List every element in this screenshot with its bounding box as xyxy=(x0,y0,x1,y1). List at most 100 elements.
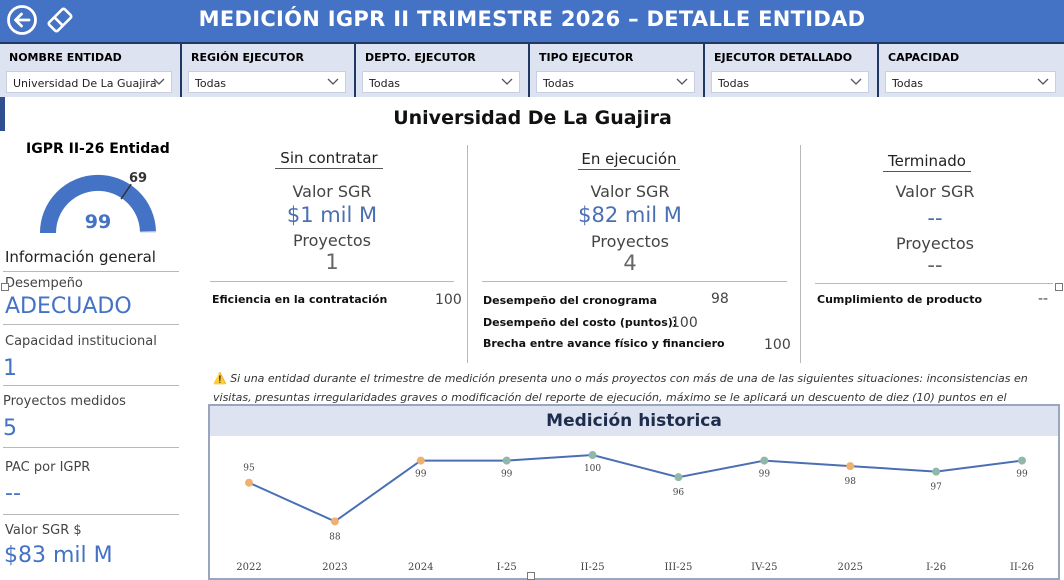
header-bar: MEDICIÓN IGPR II TRIMESTRE 2026 – DETALL… xyxy=(0,0,1064,42)
x-tick-label: 2025 xyxy=(837,562,862,573)
valor-sgr-label: Valor SGR xyxy=(895,182,975,201)
valor-sgr-label: Valor SGR $ xyxy=(5,523,82,538)
line-chart: 95 2022 88 2023 99 2024 99 I-25 100 II-25 96 III-25… xyxy=(236,451,1034,573)
data-point[interactable] xyxy=(846,462,855,471)
x-tick-label: IV-25 xyxy=(751,562,777,573)
cronograma-value: 98 xyxy=(711,291,729,307)
data-point[interactable] xyxy=(760,456,769,465)
data-point[interactable] xyxy=(588,451,597,460)
warning-icon: ⚠️ xyxy=(213,372,227,385)
divider xyxy=(3,324,179,325)
x-tick-label: II-25 xyxy=(581,562,605,573)
x-tick-label: II-26 xyxy=(1010,562,1034,573)
data-label: 99 xyxy=(415,470,427,480)
resize-handle xyxy=(1,283,9,291)
proyectos-value: -- xyxy=(927,253,943,277)
divider xyxy=(482,281,787,282)
valor-sgr-label: Valor SGR xyxy=(590,182,670,201)
data-point[interactable] xyxy=(245,478,253,487)
filter-ejecutor-detallado: EJECUTOR DETALLADO Todas xyxy=(705,44,879,97)
pac-value: -- xyxy=(5,481,21,506)
filter-dropdown[interactable]: Todas xyxy=(362,71,520,93)
chevron-down-icon xyxy=(850,78,862,85)
proyectos-value: 4 xyxy=(623,251,637,275)
eraser-icon[interactable] xyxy=(44,4,76,36)
data-point[interactable] xyxy=(330,517,339,526)
chevron-down-icon xyxy=(676,78,688,85)
data-label: 96 xyxy=(673,488,685,498)
filter-value: Todas xyxy=(369,77,401,90)
back-arrow-icon[interactable] xyxy=(6,4,38,36)
page-title: MEDICIÓN IGPR II TRIMESTRE 2026 – DETALL… xyxy=(198,7,866,31)
valor-sgr-label: Valor SGR xyxy=(292,182,372,201)
desempeno-value: ADECUADO xyxy=(5,294,132,319)
chevron-down-icon xyxy=(153,78,165,85)
filter-dropdown[interactable]: Todas xyxy=(536,71,695,93)
x-tick-label: III-25 xyxy=(664,562,692,573)
gauge-target-value: 69 xyxy=(129,171,148,186)
entity-title: Universidad De La Guajira xyxy=(393,107,672,129)
filter-dropdown[interactable]: Todas xyxy=(885,71,1056,93)
filter-dropdown[interactable]: Universidad De La Guajira xyxy=(6,71,172,93)
cronograma-label: Desempeño del cronograma xyxy=(483,294,658,307)
filter-label: NOMBRE ENTIDAD xyxy=(9,51,122,64)
chevron-down-icon xyxy=(1037,78,1049,85)
brecha-label: Brecha entre avance físico y financiero xyxy=(483,337,725,350)
filter-depto-ejecutor: DEPTO. EJECUTOR Todas xyxy=(356,44,530,97)
data-label: 99 xyxy=(759,470,771,480)
brecha-value: 100 xyxy=(764,337,791,353)
proyectos-label: Proyectos xyxy=(293,231,371,250)
resize-handle xyxy=(1055,283,1063,291)
column-divider xyxy=(800,145,801,363)
proyectos-label: Proyectos xyxy=(896,234,974,253)
filter-label: REGIÓN EJECUTOR xyxy=(191,51,304,64)
resize-handle xyxy=(527,572,535,580)
gauge-value: 99 xyxy=(84,211,112,233)
filter-nombre-entidad: NOMBRE ENTIDAD Universidad De La Guajira xyxy=(0,44,182,97)
filter-region-ejecutor: REGIÓN EJECUTOR Todas xyxy=(182,44,356,97)
chart-header: Medición historica xyxy=(210,406,1058,436)
notice-text: ⚠️ Si una entidad durante el trimestre d… xyxy=(213,369,1061,426)
pac-label: PAC por IGPR xyxy=(5,460,91,475)
divider xyxy=(3,271,179,272)
eficiencia-value: 100 xyxy=(435,292,462,308)
proyectos-value: 1 xyxy=(325,250,339,274)
filter-dropdown[interactable]: Todas xyxy=(188,71,346,93)
column-divider xyxy=(467,145,468,363)
x-tick-label: I-26 xyxy=(926,562,946,573)
filter-label: EJECUTOR DETALLADO xyxy=(714,51,853,64)
divider xyxy=(210,281,454,282)
column-header: Terminado xyxy=(883,152,971,172)
filter-label: CAPACIDAD xyxy=(888,51,960,64)
chevron-down-icon xyxy=(327,78,339,85)
filter-value: Todas xyxy=(195,77,227,90)
divider xyxy=(3,385,179,386)
data-label: 99 xyxy=(501,470,513,480)
valor-sgr-value: -- xyxy=(927,206,943,230)
filter-bar: NOMBRE ENTIDAD Universidad De La Guajira… xyxy=(0,42,1064,97)
cumplimiento-value: -- xyxy=(1038,291,1049,307)
info-general-title: Información general xyxy=(5,248,156,266)
eficiencia-label: Eficiencia en la contratación xyxy=(212,293,388,306)
filter-tipo-ejecutor: TIPO EJECUTOR Todas xyxy=(530,44,705,97)
data-point[interactable] xyxy=(416,456,425,465)
left-accent-bar xyxy=(0,97,5,131)
filter-dropdown[interactable]: Todas xyxy=(711,71,869,93)
igpr-gauge xyxy=(39,174,156,234)
cumplimiento-label: Cumplimiento de producto xyxy=(817,293,983,306)
data-point[interactable] xyxy=(674,473,683,482)
valor-sgr-value: $1 mil M xyxy=(286,203,378,227)
valor-sgr-value: $83 mil M xyxy=(4,543,113,568)
x-tick-label: I-25 xyxy=(497,562,517,573)
proyectos-medidos-value: 5 xyxy=(3,416,17,441)
valor-sgr-value: $82 mil M xyxy=(578,203,682,227)
filter-value: Todas xyxy=(892,77,924,90)
data-point[interactable] xyxy=(502,456,511,465)
data-label: 100 xyxy=(584,464,601,474)
column-header: Sin contratar xyxy=(275,149,383,169)
data-label: 88 xyxy=(329,532,341,542)
data-point[interactable] xyxy=(1018,456,1026,465)
data-point[interactable] xyxy=(932,467,941,476)
data-label: 99 xyxy=(1016,470,1028,480)
